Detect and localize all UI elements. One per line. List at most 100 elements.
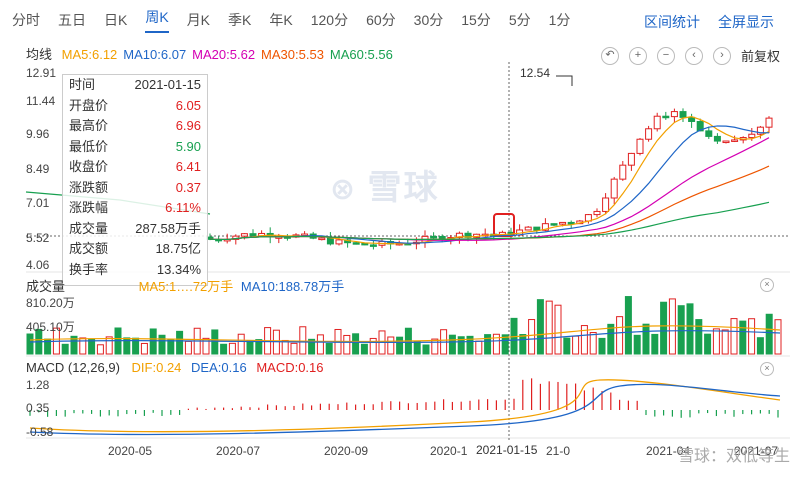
info-row: 成交额 18.75亿 [63, 239, 207, 260]
pan-left-icon[interactable]: ‹ [684, 46, 703, 65]
xueqiu-watermark: ⊗ 雪球 [330, 169, 440, 207]
candle-body [602, 197, 610, 212]
ma-item-3: MA30:5.53 [261, 47, 324, 62]
high-marker-label: 12.54 [520, 66, 551, 80]
tab-6[interactable]: 年K [269, 12, 293, 28]
x-label-3: 2020-1 [430, 444, 468, 458]
macd-close-icon[interactable]: × [760, 362, 774, 376]
volume-bar [246, 339, 254, 355]
candle-body [619, 164, 627, 180]
candle-body [369, 244, 377, 247]
zoom-out-icon[interactable]: − [656, 46, 675, 65]
tab-11[interactable]: 5分 [508, 12, 531, 28]
info-value: 2021-01-15 [134, 77, 202, 92]
volume-bar [501, 334, 509, 355]
tab-7[interactable]: 120分 [310, 12, 349, 28]
tab-2[interactable]: 日K [104, 12, 128, 28]
volume-bar [492, 333, 500, 355]
tab-9[interactable]: 30分 [413, 12, 444, 28]
x-label-6: 2021-04 [646, 444, 691, 458]
right-links: 区间统计 全屏显示 [644, 12, 774, 32]
tab-10[interactable]: 15分 [461, 12, 491, 28]
price-axis-6: 4.06 [26, 258, 50, 272]
candle-body [713, 135, 721, 142]
info-row: 最低价 5.90 [63, 137, 207, 158]
volume-bar [528, 319, 536, 355]
candle-body [455, 232, 463, 239]
candle-body [326, 237, 334, 245]
macd-dif-line [29, 379, 781, 433]
volume-bar [211, 329, 219, 355]
candle-info-box: 时间 2021-01-15 开盘价 6.05 最高价 6.96 最低价 5.90 收盘价 6.41… [62, 74, 208, 286]
x-label-5: 21-0 [546, 444, 571, 458]
volume-bar [79, 337, 87, 355]
price-axis-2: 9.96 [26, 127, 50, 141]
adjust-mode[interactable]: 前复权 [740, 49, 780, 64]
candle-body [662, 115, 670, 119]
info-key: 涨跌幅 [69, 200, 109, 215]
high-marker-line [556, 75, 573, 86]
volume-bar [281, 339, 289, 355]
volume-bar [123, 337, 131, 355]
tab-1[interactable]: 五日 [58, 12, 86, 28]
volume-bar [774, 319, 782, 355]
tab-0[interactable]: 分时 [12, 12, 40, 28]
volume-bar [475, 340, 483, 355]
volume-bar [96, 344, 104, 355]
undo-icon[interactable]: ↶ [600, 46, 619, 65]
volume-bar [721, 329, 729, 355]
volume-bar [255, 339, 263, 355]
volume-bar [519, 334, 527, 355]
candle-body [748, 133, 756, 139]
volume-bar [105, 336, 113, 355]
macd-axis-0: 1.28 [26, 378, 50, 392]
ma-line [209, 201, 770, 241]
info-row: 最高价 6.96 [63, 116, 207, 137]
volume-bar [572, 335, 580, 355]
info-value: 18.75亿 [155, 241, 201, 256]
volume-bar [660, 301, 668, 355]
tab-4[interactable]: 月K [186, 12, 211, 28]
info-key: 换手率 [69, 261, 109, 277]
price-axis-0: 12.91 [26, 66, 57, 80]
volume-bar [598, 337, 606, 355]
volume-bar [651, 333, 659, 355]
info-key: 最低价 [69, 138, 109, 154]
volume-ma-line [29, 330, 781, 344]
macd-axis-2: -0.58 [26, 425, 54, 439]
volume-close-icon[interactable]: × [760, 278, 774, 292]
macd-label: MACD (12,26,9) [26, 360, 120, 375]
tab-3[interactable]: 周K [145, 7, 169, 33]
volume-bar [580, 325, 588, 355]
volume-bar [431, 338, 439, 355]
volume-ma10: MA10:188.78万手 [240, 279, 345, 294]
ma-label: 均线 [26, 47, 53, 62]
tab-5[interactable]: 季K [228, 12, 252, 28]
volume-bar [748, 318, 756, 355]
volume-bar [61, 343, 69, 355]
price-axis-4: 7.01 [26, 196, 50, 210]
volume-bar [457, 336, 465, 355]
info-key: 开盘价 [69, 97, 109, 113]
candle-body [722, 140, 730, 144]
volume-label: 成交量 [26, 279, 66, 294]
tab-12[interactable]: 1分 [548, 12, 571, 28]
pan-right-icon[interactable]: › [712, 46, 731, 65]
candle-body [318, 237, 326, 241]
macd-dea-line [29, 383, 781, 436]
volume-bar [70, 335, 78, 355]
volume-bar [607, 323, 615, 355]
candle-body [430, 235, 438, 239]
info-value: 0.37 [175, 179, 201, 195]
volume-bar [176, 330, 184, 355]
ma-item-1: MA10:6.07 [123, 47, 187, 62]
fullscreen-link[interactable]: 全屏显示 [718, 14, 774, 30]
ma-line [209, 165, 770, 241]
candle-body [696, 120, 704, 132]
tab-8[interactable]: 60分 [366, 12, 396, 28]
candle-body [627, 152, 635, 166]
zoom-in-icon[interactable]: + [628, 46, 647, 65]
volume-bar [695, 319, 703, 355]
range-stats-link[interactable]: 区间统计 [644, 14, 700, 30]
